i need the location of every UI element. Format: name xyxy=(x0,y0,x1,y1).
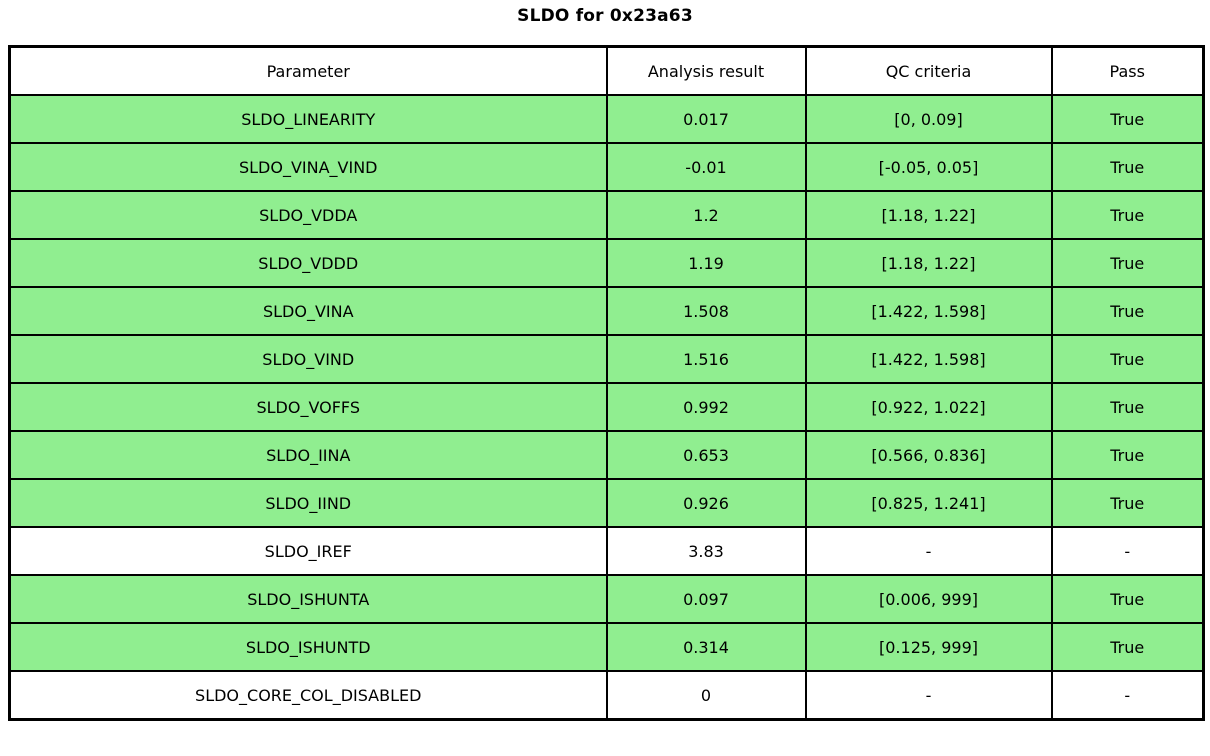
analysis-result-cell: 0.992 xyxy=(605,382,807,432)
pass-cell: True xyxy=(1050,334,1205,384)
table-row: SLDO_VIND 1.516 [1.422, 1.598] True xyxy=(8,334,1205,384)
qc-criteria-cell: [0, 0.09] xyxy=(804,94,1053,144)
parameter-cell: SLDO_CORE_COL_DISABLED xyxy=(8,670,608,721)
pass-cell: True xyxy=(1050,94,1205,144)
parameter-cell: SLDO_ISHUNTA xyxy=(8,574,608,624)
table-row: SLDO_VDDD 1.19 [1.18, 1.22] True xyxy=(8,238,1205,288)
table-row: SLDO_VDDA 1.2 [1.18, 1.22] True xyxy=(8,190,1205,240)
analysis-result-cell: 0.097 xyxy=(605,574,807,624)
pass-cell: True xyxy=(1050,382,1205,432)
parameter-cell: SLDO_VINA_VIND xyxy=(8,142,608,192)
column-header-parameter: Parameter xyxy=(8,45,608,96)
analysis-result-cell: 1.2 xyxy=(605,190,807,240)
qc-criteria-cell: [1.18, 1.22] xyxy=(804,238,1053,288)
table-row: SLDO_VINA 1.508 [1.422, 1.598] True xyxy=(8,286,1205,336)
qc-criteria-cell: - xyxy=(804,526,1053,576)
pass-cell: True xyxy=(1050,238,1205,288)
qc-results-table: Parameter Analysis result QC criteria Pass … xyxy=(8,45,1205,721)
pass-cell: True xyxy=(1050,622,1205,672)
column-header-pass: Pass xyxy=(1050,45,1205,96)
analysis-result-cell: 0.017 xyxy=(605,94,807,144)
table-row: SLDO_IIND 0.926 [0.825, 1.241] True xyxy=(8,478,1205,528)
analysis-result-cell: 1.516 xyxy=(605,334,807,384)
qc-criteria-cell: [0.566, 0.836] xyxy=(804,430,1053,480)
parameter-cell: SLDO_VINA xyxy=(8,286,608,336)
analysis-result-cell: 1.19 xyxy=(605,238,807,288)
qc-criteria-cell: - xyxy=(804,670,1053,721)
column-header-qc-criteria: QC criteria xyxy=(804,45,1053,96)
parameter-cell: SLDO_VIND xyxy=(8,334,608,384)
table-row: SLDO_VOFFS 0.992 [0.922, 1.022] True xyxy=(8,382,1205,432)
qc-criteria-cell: [1.422, 1.598] xyxy=(804,334,1053,384)
analysis-result-cell: 0.926 xyxy=(605,478,807,528)
qc-criteria-cell: [0.125, 999] xyxy=(804,622,1053,672)
table-row: SLDO_VINA_VIND -0.01 [-0.05, 0.05] True xyxy=(8,142,1205,192)
parameter-cell: SLDO_VOFFS xyxy=(8,382,608,432)
analysis-result-cell: -0.01 xyxy=(605,142,807,192)
table-row: SLDO_ISHUNTD 0.314 [0.125, 999] True xyxy=(8,622,1205,672)
qc-criteria-cell: [0.922, 1.022] xyxy=(804,382,1053,432)
pass-cell: True xyxy=(1050,286,1205,336)
pass-cell: True xyxy=(1050,478,1205,528)
pass-cell: - xyxy=(1050,526,1205,576)
pass-cell: True xyxy=(1050,574,1205,624)
table-row: SLDO_LINEARITY 0.017 [0, 0.09] True xyxy=(8,94,1205,144)
qc-criteria-cell: [1.422, 1.598] xyxy=(804,286,1053,336)
analysis-result-cell: 0.314 xyxy=(605,622,807,672)
parameter-cell: SLDO_ISHUNTD xyxy=(8,622,608,672)
qc-criteria-cell: [-0.05, 0.05] xyxy=(804,142,1053,192)
qc-criteria-cell: [0.825, 1.241] xyxy=(804,478,1053,528)
header-row: Parameter Analysis result QC criteria Pass xyxy=(8,45,1205,96)
parameter-cell: SLDO_IINA xyxy=(8,430,608,480)
pass-cell: True xyxy=(1050,190,1205,240)
analysis-result-cell: 3.83 xyxy=(605,526,807,576)
table-row: SLDO_ISHUNTA 0.097 [0.006, 999] True xyxy=(8,574,1205,624)
parameter-cell: SLDO_VDDD xyxy=(8,238,608,288)
parameter-cell: SLDO_IIND xyxy=(8,478,608,528)
pass-cell: True xyxy=(1050,430,1205,480)
parameter-cell: SLDO_LINEARITY xyxy=(8,94,608,144)
qc-criteria-cell: [1.18, 1.22] xyxy=(804,190,1053,240)
column-header-analysis-result: Analysis result xyxy=(605,45,807,96)
analysis-result-cell: 0 xyxy=(605,670,807,721)
table-row: SLDO_CORE_COL_DISABLED 0- - xyxy=(8,670,1205,721)
page-title: SLDO for 0x23a63 xyxy=(517,6,693,26)
analysis-result-cell: 0.653 xyxy=(605,430,807,480)
pass-cell: - xyxy=(1050,670,1205,721)
analysis-result-cell: 1.508 xyxy=(605,286,807,336)
qc-criteria-cell: [0.006, 999] xyxy=(804,574,1053,624)
parameter-cell: SLDO_VDDA xyxy=(8,190,608,240)
pass-cell: True xyxy=(1050,142,1205,192)
parameter-cell: SLDO_IREF xyxy=(8,526,608,576)
table-row: SLDO_IREF 3.83- - xyxy=(8,526,1205,576)
table-row: SLDO_IINA 0.653 [0.566, 0.836] True xyxy=(8,430,1205,480)
